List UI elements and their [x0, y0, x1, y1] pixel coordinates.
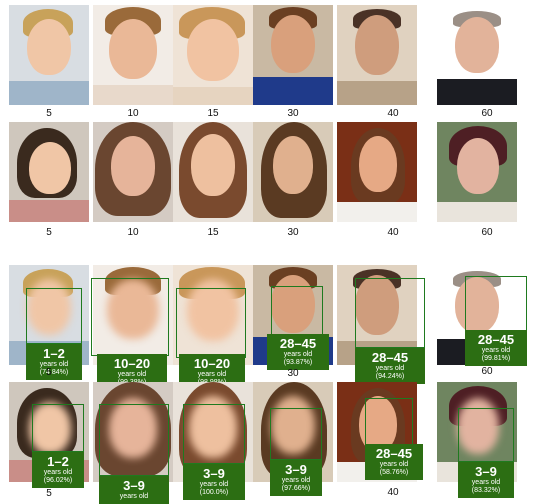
- age-label: 60: [481, 227, 493, 238]
- age-prediction-badge: 3–9 years old (97.66%): [270, 460, 322, 496]
- age-unit: years old: [379, 461, 409, 468]
- age-label: 5: [46, 488, 52, 499]
- face-detection-box: [176, 288, 246, 358]
- face-detection-box: [26, 288, 82, 344]
- age-label: 5: [46, 367, 52, 378]
- age-unit: years old: [283, 351, 313, 358]
- age-label: 30: [287, 368, 299, 379]
- age-label: 10: [127, 227, 139, 238]
- age-prediction-badge: 28–45 years old (58.76%): [365, 444, 423, 480]
- face-photo: [93, 382, 173, 482]
- age-unit: years old: [281, 477, 311, 484]
- face-photo: [93, 265, 173, 365]
- face-photo: [337, 122, 417, 222]
- age-label: 5: [46, 108, 52, 119]
- age-range: 1–2: [43, 346, 65, 361]
- confidence: (97.66%): [281, 485, 311, 492]
- age-label: 10: [127, 108, 139, 119]
- face-photo: [253, 122, 333, 222]
- age-range: 10–20: [193, 356, 231, 371]
- age-unit: years old: [119, 493, 149, 500]
- face-photo: [437, 122, 517, 222]
- age-unit: years old: [197, 371, 227, 378]
- confidence: (83.32%): [471, 487, 501, 494]
- face-photo: [173, 122, 253, 222]
- confidence: (58.76%): [379, 469, 409, 476]
- confidence: (74.84%): [39, 369, 69, 376]
- face-detection-box: [183, 404, 245, 464]
- age-range: 3–9: [475, 464, 497, 479]
- face-photo: [9, 122, 89, 222]
- face-photo: [337, 5, 417, 105]
- age-prediction-badge: 28–45 years old (94.24%): [355, 348, 425, 384]
- age-prediction-badge: 3–9 years old (83.32%): [458, 462, 514, 498]
- confidence: (94.24%): [375, 373, 405, 380]
- age-unit: years old: [199, 481, 229, 488]
- face-detection-box: [91, 278, 169, 356]
- age-range: 28–45: [477, 332, 515, 347]
- confidence: (99.81%): [481, 355, 511, 362]
- face-photo: [93, 122, 173, 222]
- age-unit: years old: [43, 469, 73, 476]
- face-photo: [93, 5, 173, 105]
- age-prediction-badge: 3–9 years old: [99, 476, 169, 504]
- face-detection-box: [270, 408, 322, 460]
- age-unit: years old: [375, 365, 405, 372]
- age-prediction-badge: 1–2 years old (96.02%): [32, 452, 84, 488]
- age-label: 15: [207, 108, 219, 119]
- age-range: 28–45: [371, 350, 409, 365]
- age-label: 30: [287, 108, 299, 119]
- age-range: 3–9: [203, 466, 225, 481]
- age-prediction-badge: 28–45 years old (93.87%): [267, 334, 329, 370]
- age-prediction-badge: 28–45 years old (99.81%): [465, 330, 527, 366]
- age-unit: years old: [481, 347, 511, 354]
- age-label: 60: [481, 366, 493, 377]
- age-range: 3–9: [285, 462, 307, 477]
- face-detection-box: [99, 404, 169, 476]
- face-photo: [9, 5, 89, 105]
- age-label: 15: [207, 227, 219, 238]
- age-label: 5: [46, 227, 52, 238]
- age-unit: years old: [39, 361, 69, 368]
- face-photo: [437, 5, 517, 105]
- age-label: 40: [387, 108, 399, 119]
- age-label: 40: [387, 487, 399, 498]
- face-detection-box: [465, 276, 527, 332]
- age-unit: years old: [117, 371, 147, 378]
- confidence: (93.87%): [283, 359, 313, 366]
- age-label: 30: [287, 227, 299, 238]
- confidence: (100.0%): [199, 489, 229, 496]
- face-detection-box: [458, 408, 514, 462]
- age-prediction-badge: 3–9 years old (100.0%): [183, 464, 245, 500]
- age-range: 1–2: [47, 454, 69, 469]
- face-detection-box: [271, 286, 323, 336]
- age-label: 60: [481, 108, 493, 119]
- face-detection-box: [365, 398, 413, 448]
- age-range: 28–45: [279, 336, 317, 351]
- confidence: (96.02%): [43, 477, 73, 484]
- age-range: 28–45: [375, 446, 413, 461]
- age-label: 40: [387, 227, 399, 238]
- age-prediction-badge: 1–2 years old (74.84%): [26, 344, 82, 380]
- age-range: 10–20: [113, 356, 151, 371]
- age-unit: years old: [471, 479, 501, 486]
- face-photo: [253, 5, 333, 105]
- face-detection-box: [32, 404, 84, 452]
- face-photo: [173, 265, 253, 365]
- face-photo: [173, 5, 253, 105]
- face-detection-box: [355, 278, 425, 348]
- age-range: 3–9: [123, 478, 145, 493]
